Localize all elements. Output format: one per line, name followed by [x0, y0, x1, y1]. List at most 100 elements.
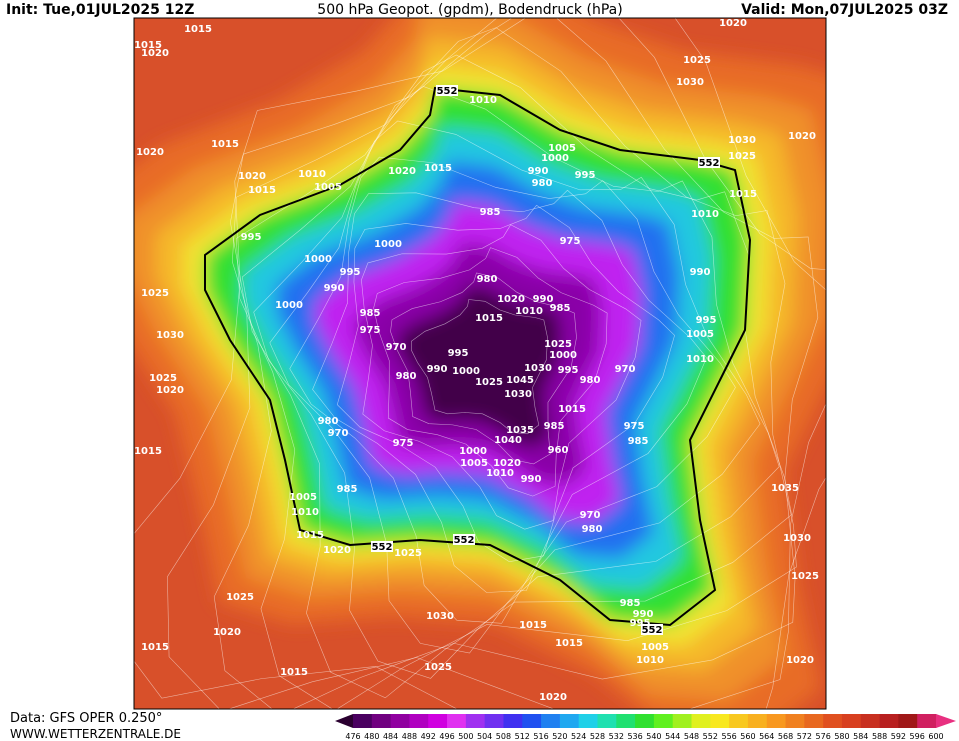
isobar-label: 1020 [497, 294, 525, 305]
colorbar-label: 556 [721, 732, 736, 741]
isobar-line [411, 299, 548, 435]
geopotential-label: 552 [454, 535, 475, 546]
colorbar-cell [672, 714, 693, 728]
isobar-label: 1005 [314, 182, 342, 193]
isobar-label: 1015 [184, 24, 212, 35]
isobar-label: 980 [580, 375, 601, 386]
colorbar-label: 576 [816, 732, 831, 741]
isobar-line [336, 204, 675, 563]
colorbar-cell [390, 714, 410, 728]
colorbar-cell [409, 714, 429, 728]
isobar-label: 975 [393, 438, 414, 449]
colorbar-label: 560 [740, 732, 755, 741]
colorbar-label: 580 [834, 732, 849, 741]
isobar-label: 1015 [280, 667, 308, 678]
isobar-label: 1015 [134, 446, 162, 457]
colorbar-label: 544 [665, 732, 680, 741]
isobar-label: 1015 [134, 40, 162, 51]
isobar-label: 1000 [275, 300, 303, 311]
isobar-label: 985 [480, 207, 501, 218]
isobar-line [361, 224, 642, 530]
isobar-label: 995 [241, 232, 262, 243]
isobar-label: 980 [396, 371, 417, 382]
colorbar-cell [898, 714, 918, 728]
colorbar-arrow [936, 714, 956, 728]
isobar-label: 970 [615, 364, 636, 375]
isobar-label: 985 [620, 598, 641, 609]
isobar-label: 1005 [548, 143, 576, 154]
isobar-label: 1000 [541, 153, 569, 164]
isobar-label: 1025 [424, 662, 452, 673]
colorbar-cell [597, 714, 617, 728]
colorbar-cell [879, 714, 899, 728]
isobar-label: 1015 [141, 642, 169, 653]
isobar-label: 1025 [141, 288, 169, 299]
colorbar-cell [465, 714, 486, 728]
isobar-label: 1025 [683, 55, 711, 66]
isobar-label: 1020 [388, 166, 416, 177]
isobar-label: 980 [582, 524, 603, 535]
colorbar-cell [616, 714, 636, 728]
isobar-label: 1015 [475, 313, 503, 324]
isobar-label: 1015 [424, 163, 452, 174]
colorbar-arrow [335, 714, 353, 728]
isobar-label: 995 [696, 315, 717, 326]
isobar-line [213, 18, 819, 709]
isobar-label: 985 [628, 436, 649, 447]
isobar-label: 985 [360, 308, 381, 319]
colorbar-label: 552 [703, 732, 718, 741]
isobar-label: 1020 [213, 627, 241, 638]
isobar-line [235, 27, 797, 709]
colorbar-label: 516 [533, 732, 548, 741]
colorbar: 476 480 484 488 492 496 500 504 508 512 516 520 524 5… [335, 714, 956, 741]
isobar-label: 980 [477, 274, 498, 285]
isobar-label: 1025 [791, 571, 819, 582]
isobar-label: 1020 [786, 655, 814, 666]
geopotential-label: 552 [699, 158, 720, 169]
label-box [641, 624, 663, 635]
label-box [453, 534, 475, 545]
isobar-label: 1020 [141, 48, 169, 59]
isobar-line [373, 247, 608, 497]
isobar-label: 975 [560, 236, 581, 247]
colorbar-cell [428, 714, 448, 728]
isobar-label: 1000 [452, 366, 480, 377]
isobar-label: 990 [690, 267, 711, 278]
colorbar-label: 584 [853, 732, 868, 741]
isobar-label: 1015 [211, 139, 239, 150]
colorbar-label: 496 [439, 732, 454, 741]
isobar-label: 1035 [506, 425, 534, 436]
label-box [371, 541, 393, 552]
colorbar-cell [823, 714, 843, 728]
colorbar-cell [503, 714, 523, 728]
isobar-label: 1020 [719, 18, 747, 29]
isobar-label: 980 [318, 416, 339, 427]
isobar-label: 990 [533, 294, 554, 305]
map-frame [133, 17, 827, 710]
isobar-label: 1020 [539, 692, 567, 703]
colorbar-label: 484 [383, 732, 398, 741]
colorbar-label: 596 [910, 732, 925, 741]
colorbar-label: 548 [684, 732, 699, 741]
colorbar-cell [729, 714, 749, 728]
isobar-label: 1030 [504, 389, 532, 400]
isobar-label: 1010 [469, 95, 497, 106]
isobar-label: 1005 [641, 642, 669, 653]
isobar-label: 985 [337, 484, 358, 495]
init-time: Init: Tue,01JUL2025 12Z [6, 2, 194, 18]
isobar-label: 1025 [226, 592, 254, 603]
website: WWW.WETTERZENTRALE.DE [10, 727, 181, 741]
colorbar-label: 568 [778, 732, 793, 741]
geopotential-label: 552 [437, 86, 458, 97]
isobar-label: 1020 [493, 458, 521, 469]
colorbar-cell [371, 714, 392, 728]
colorbar-label: 540 [646, 732, 661, 741]
isobar-label: 1020 [238, 171, 266, 182]
colorbar-cell [860, 714, 881, 728]
isobar-label: 975 [624, 421, 645, 432]
isobar-label: 1040 [494, 435, 522, 446]
isobar-label: 995 [630, 618, 651, 629]
colorbar-cell [691, 714, 711, 728]
isobar-label: 1015 [296, 530, 324, 541]
